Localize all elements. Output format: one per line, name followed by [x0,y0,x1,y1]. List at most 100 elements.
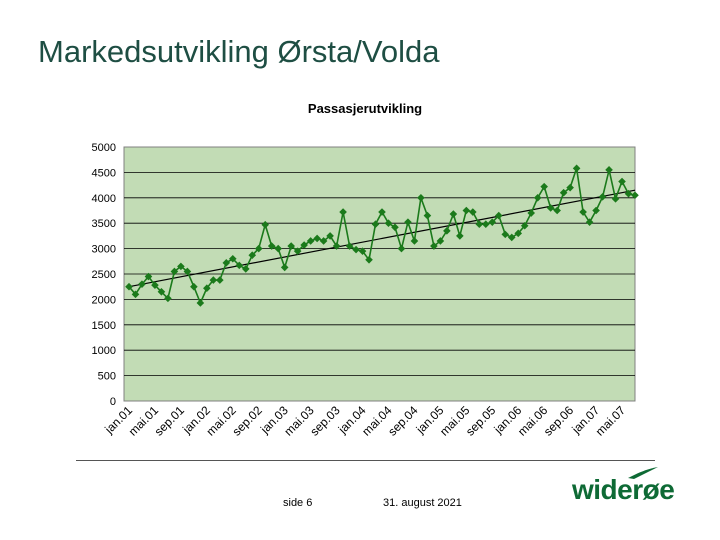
data-point [177,262,185,271]
y-tick-label: 0 [110,396,116,408]
y-tick-label: 3500 [92,218,116,230]
data-point [624,189,633,198]
data-point [546,204,555,212]
data-point [514,229,523,238]
data-point [319,237,328,245]
data-point [592,206,600,215]
data-point [527,209,536,217]
data-point [410,237,419,245]
wideroe-wing-icon [628,467,658,479]
data-point [462,206,471,215]
data-point [254,244,263,253]
data-point [475,220,484,229]
data-point [138,280,146,288]
data-point [280,263,289,272]
data-point [469,208,477,216]
data-point [397,244,406,253]
x-tick-label: sep.03 [307,403,343,439]
data-point [300,241,308,249]
data-point [170,267,179,276]
data-point [222,259,231,267]
footer-date: 31. august 2021 [383,497,462,509]
x-axis: jan.01mai.01sep.01jan.02mai.02sep.02jan.… [101,403,628,439]
data-point [371,220,380,229]
data-point [203,284,211,293]
data-point [501,230,510,239]
y-tick-label: 2500 [92,269,116,281]
data-point [241,265,250,273]
x-tick-label: sep.01 [152,403,188,439]
y-axis: 0 500 1000 1500 2000 2500 3000 3500 4000 4500 5000 [92,142,116,408]
data-point [183,267,192,276]
footer-divider [76,460,655,461]
y-tick-label: 4500 [92,167,116,179]
data-point [326,232,334,240]
data-point [209,276,218,284]
data-point [572,164,581,173]
data-point [423,211,432,220]
x-tick-label: mai.07 [593,403,629,439]
data-point [631,191,639,200]
data-point [228,254,237,263]
data-point [443,227,451,235]
data-point [196,299,205,307]
data-point [339,208,347,216]
data-point [579,208,587,216]
data-point [436,237,445,245]
chart-title: Passasjerutvikling [308,101,422,116]
data-point [131,290,140,299]
x-tick-label: sep.02 [229,403,265,439]
data-point [540,182,548,191]
x-tick-label: sep.06 [541,403,577,439]
x-tick-label: sep.04 [385,403,421,439]
data-point [559,188,568,197]
x-tick-label: sep.05 [463,403,499,439]
data-point [507,233,516,242]
data-point [378,208,386,216]
data-point [553,206,561,215]
data-point [391,223,399,232]
data-point [352,245,360,254]
data-point [494,211,503,220]
data-point [216,276,224,284]
data-point [274,244,283,253]
y-tick-label: 1000 [92,345,116,357]
data-point [313,234,321,243]
data-point [384,219,393,227]
data-point [365,255,373,264]
y-tick-label: 500 [98,371,116,383]
data-point [125,282,133,291]
gridlines [124,171,635,377]
data-point [164,294,172,303]
data-point [456,232,464,240]
data-point [417,194,425,202]
data-point [611,195,620,203]
slide-title: Markedsutvikling Ørsta/Volda [38,34,440,69]
data-point [267,242,276,250]
y-tick-label: 5000 [92,142,116,154]
data-point [481,220,490,229]
y-tick-label: 2000 [92,294,116,306]
data-point [430,242,438,250]
data-point [605,166,613,174]
data-point [345,242,354,250]
data-point [533,194,542,202]
data-point [287,242,295,250]
data-point [306,237,315,245]
data-point [144,272,153,281]
y-tick-label: 4000 [92,193,116,205]
data-point [404,218,412,226]
page-number: side 6 [283,497,313,509]
data-point [449,210,458,218]
y-tick-label: 3000 [92,244,116,256]
passenger-series [125,164,639,307]
logo-wordmark: widerøe [572,474,675,505]
data-point [358,247,367,255]
data-point [235,261,244,270]
data-point [585,218,594,226]
data-point [261,220,270,229]
data-point [488,218,497,226]
data-point [157,287,166,296]
data-point [293,247,302,255]
data-point [598,192,607,201]
